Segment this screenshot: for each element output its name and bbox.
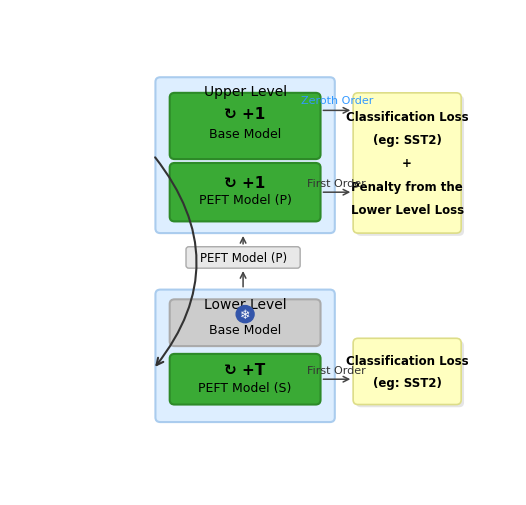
Text: Penalty from the: Penalty from the [351, 180, 463, 193]
Text: +: + [402, 157, 412, 170]
Text: ❄: ❄ [240, 308, 250, 321]
Text: Lower Level Loss: Lower Level Loss [351, 204, 464, 217]
Text: Upper Level: Upper Level [204, 85, 287, 99]
FancyBboxPatch shape [170, 93, 320, 160]
Text: Classification Loss: Classification Loss [346, 111, 469, 123]
Text: Base Model: Base Model [209, 324, 281, 336]
FancyBboxPatch shape [170, 164, 320, 222]
Text: Zeroth Order: Zeroth Order [301, 96, 373, 106]
Text: First Order: First Order [308, 365, 366, 375]
FancyBboxPatch shape [156, 78, 335, 234]
FancyBboxPatch shape [353, 93, 461, 234]
Text: Base Model: Base Model [209, 128, 281, 141]
FancyBboxPatch shape [170, 300, 320, 346]
FancyBboxPatch shape [353, 339, 461, 405]
Text: (eg: SST2): (eg: SST2) [373, 376, 442, 389]
Text: (eg: SST2): (eg: SST2) [373, 134, 442, 147]
FancyBboxPatch shape [356, 96, 464, 236]
Text: ↻ +1: ↻ +1 [225, 176, 266, 190]
Text: ↻ +T: ↻ +T [225, 362, 266, 377]
Text: Lower Level: Lower Level [204, 297, 287, 311]
Text: PEFT Model (P): PEFT Model (P) [199, 194, 291, 207]
FancyBboxPatch shape [186, 247, 300, 269]
Text: Classification Loss: Classification Loss [346, 355, 469, 368]
Circle shape [236, 306, 254, 323]
Text: ↻ +1: ↻ +1 [225, 107, 266, 122]
Text: PEFT Model (S): PEFT Model (S) [198, 381, 292, 394]
FancyBboxPatch shape [356, 341, 464, 408]
Text: PEFT Model (P): PEFT Model (P) [199, 251, 287, 265]
Text: First Order: First Order [308, 178, 366, 188]
FancyBboxPatch shape [170, 354, 320, 405]
FancyBboxPatch shape [156, 290, 335, 422]
